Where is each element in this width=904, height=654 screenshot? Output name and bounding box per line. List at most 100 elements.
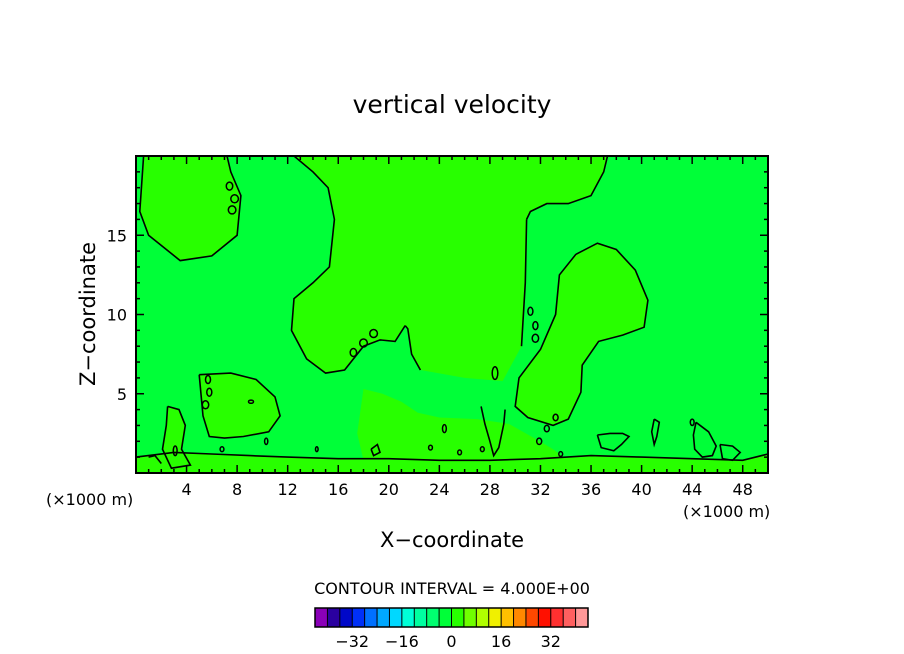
contour-loop-7 <box>349 347 358 358</box>
colorbar-swatch <box>315 608 328 627</box>
contour-line-7 <box>161 405 192 470</box>
x-tick-label: 48 <box>733 480 753 499</box>
contour-loop-3 <box>204 374 212 385</box>
y-tick-label: 10 <box>107 306 127 325</box>
colorbar-swatch <box>339 608 353 627</box>
contour-loop-18 <box>427 444 434 451</box>
y-tick-label: 15 <box>107 226 127 245</box>
contour-loop-8 <box>358 338 369 348</box>
contour-loop-0 <box>225 181 234 191</box>
contour-line-13 <box>719 443 742 462</box>
contour-loop-14 <box>552 413 559 422</box>
x-tick-label: 4 <box>181 480 191 499</box>
colorbar-tick-label: −16 <box>385 632 419 651</box>
contour-loop-4 <box>206 387 213 397</box>
small-contour-loops <box>172 181 695 458</box>
region-lower-mid-cell <box>357 389 566 466</box>
x-tick-label: 28 <box>480 480 500 499</box>
y-axis-label: Z−coordinate <box>76 242 100 386</box>
colorbar <box>314 607 589 628</box>
contour-loop-21 <box>558 450 564 458</box>
contour-line-6 <box>198 372 281 439</box>
contour-line-10 <box>596 432 631 452</box>
contour-loop-25 <box>172 445 178 457</box>
x-tick-label: 16 <box>328 480 348 499</box>
contour-line-0 <box>138 155 242 262</box>
chart-title: vertical velocity <box>353 90 552 119</box>
contour-line-12 <box>692 421 718 458</box>
x-tick-label: 8 <box>232 480 242 499</box>
colorbar-swatch <box>476 608 490 627</box>
colorbar-swatch <box>525 608 539 627</box>
axis-ticks <box>136 156 768 473</box>
colorbar-swatch <box>538 608 552 627</box>
colorbar-tick-label: −32 <box>335 632 369 651</box>
colorbar-swatch <box>352 608 365 627</box>
contour-loop-24 <box>263 437 269 446</box>
contour-line-3 <box>525 155 609 220</box>
x-tick-label: 24 <box>429 480 449 499</box>
x-tick-labels: 4 8 12 16 20 24 28 32 36 40 44 48 <box>181 480 752 499</box>
colorbar-frame <box>314 607 589 628</box>
contour-loop-1 <box>230 194 240 204</box>
contour-loop-11 <box>532 320 539 331</box>
colorbar-swatch <box>563 608 576 627</box>
contour-loop-15 <box>543 424 551 433</box>
contour-loop-9 <box>369 328 379 339</box>
contour-line-14 <box>148 454 162 464</box>
colorbar-swatch <box>488 608 502 627</box>
region-upper-left-cell <box>139 156 241 261</box>
y-tick-labels: 5 10 15 <box>107 226 127 404</box>
colorbar-swatch <box>463 608 477 627</box>
contour-loop-10 <box>527 306 534 317</box>
x-tick-label: 32 <box>530 480 550 499</box>
contour-interval-label: CONTOUR INTERVAL = 4.000E+00 <box>314 579 590 598</box>
contour-loop-6 <box>247 399 255 405</box>
colorbar-swatch <box>439 608 452 627</box>
colorbar-tick-labels: −32 −16 0 16 32 <box>335 632 561 651</box>
contour-loop-23 <box>219 446 225 453</box>
contour-loop-19 <box>456 449 463 456</box>
colorbar-swatch <box>414 608 427 627</box>
colorbar-swatch <box>575 608 589 627</box>
contour-lines <box>135 155 769 470</box>
contour-line-5 <box>514 242 649 427</box>
colorbar-swatch <box>327 608 341 627</box>
x-axis-label: X−coordinate <box>380 528 524 552</box>
x-unit-left: (×1000 m) <box>46 490 133 509</box>
contour-line-11 <box>650 418 661 448</box>
contour-loop-12 <box>531 333 540 344</box>
x-tick-label: 40 <box>631 480 651 499</box>
contour-line-4 <box>520 219 528 347</box>
colorbar-swatch <box>501 608 514 627</box>
contour-line-8 <box>135 451 769 462</box>
contour-loop-17 <box>441 423 448 434</box>
colorbar-swatch <box>389 608 403 627</box>
contour-loop-26 <box>314 446 319 453</box>
colorbar-swatch <box>377 608 390 627</box>
contour-loop-16 <box>535 437 543 446</box>
colorbar-swatch <box>451 608 465 627</box>
x-unit-right: (×1000 m) <box>683 502 770 521</box>
colorbar-tick-label: 0 <box>446 632 456 651</box>
region-right-lobe <box>515 243 648 426</box>
colorbar-tick-label: 16 <box>491 632 511 651</box>
x-tick-label: 12 <box>278 480 298 499</box>
contour-loop-22 <box>689 418 695 427</box>
contour-loop-20 <box>479 446 485 453</box>
region-central-updraft <box>291 156 608 382</box>
region-low-left-cell <box>199 373 281 439</box>
colorbar-swatch <box>513 608 527 627</box>
contour-loop-13 <box>491 366 499 381</box>
contour-loop-5 <box>201 400 210 410</box>
colorbar-swatch <box>364 608 378 627</box>
x-tick-label: 36 <box>581 480 601 499</box>
contour-line-2 <box>404 325 422 371</box>
colorbar-swatch <box>426 608 440 627</box>
colorbar-swatch <box>401 608 415 627</box>
x-tick-label: 20 <box>379 480 399 499</box>
contour-line-1 <box>290 155 406 374</box>
contour-loop-2 <box>227 205 237 215</box>
colorbar-swatch <box>550 608 564 627</box>
